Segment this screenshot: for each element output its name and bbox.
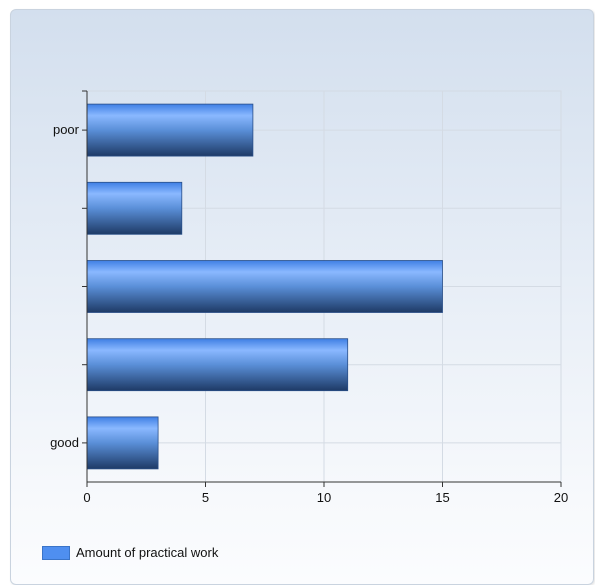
x-tick-label: 0 [83,490,90,505]
legend-label: Amount of practical work [76,545,219,560]
x-tick-label: 20 [554,490,568,505]
y-tick-label: good [50,435,79,450]
x-tick-label: 5 [202,490,209,505]
legend-swatch [42,545,70,560]
x-tick-label: 15 [435,490,449,505]
bar [86,416,159,470]
legend: Amount of practical work [42,545,218,560]
bar [86,181,183,235]
bars [86,103,443,470]
axes: 0 5 10 15 20 poor good [50,90,568,505]
bar [86,338,349,392]
bar [86,103,254,157]
x-tick-label: 10 [317,490,331,505]
y-tick-label: poor [53,122,80,137]
bar [86,260,443,313]
